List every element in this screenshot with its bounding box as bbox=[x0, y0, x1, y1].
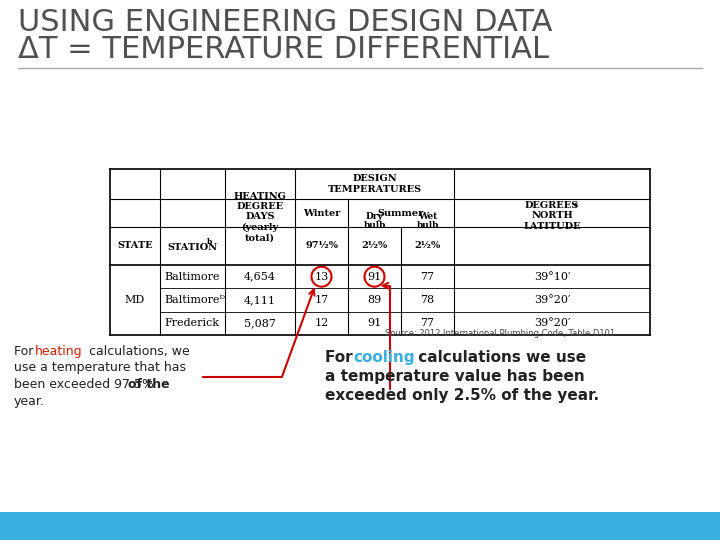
Text: USING ENGINEERING DESIGN DATA: USING ENGINEERING DESIGN DATA bbox=[18, 8, 552, 37]
Text: b: b bbox=[207, 238, 212, 246]
Text: 4,111: 4,111 bbox=[244, 295, 276, 305]
Text: 17: 17 bbox=[315, 295, 328, 305]
Text: DESIGN
TEMPERATURES: DESIGN TEMPERATURES bbox=[328, 174, 422, 194]
Text: a temperature value has been: a temperature value has been bbox=[325, 369, 585, 384]
Text: ΔT = TEMPERATURE DIFFERENTIAL: ΔT = TEMPERATURE DIFFERENTIAL bbox=[18, 35, 549, 64]
Text: 77: 77 bbox=[420, 319, 434, 328]
Text: 4,654: 4,654 bbox=[244, 272, 276, 282]
Text: MD: MD bbox=[125, 295, 145, 305]
Text: 97¹⁄₂%: 97¹⁄₂% bbox=[305, 241, 338, 251]
Text: 77: 77 bbox=[420, 272, 434, 282]
Bar bbox=[0, 512, 720, 540]
Text: exceeded only 2.5% of the year.: exceeded only 2.5% of the year. bbox=[325, 388, 599, 403]
Text: Dry
bulb: Dry bulb bbox=[364, 212, 386, 231]
Text: Winter: Winter bbox=[303, 208, 340, 218]
Text: DEGREES
NORTH
LATITUDE: DEGREES NORTH LATITUDE bbox=[523, 201, 581, 231]
Text: 12: 12 bbox=[315, 319, 328, 328]
Text: For: For bbox=[325, 350, 358, 365]
Text: HEATING
DEGREE
DAYS
(yearly
total): HEATING DEGREE DAYS (yearly total) bbox=[233, 192, 287, 242]
Text: For: For bbox=[14, 345, 37, 358]
Text: use a temperature that has: use a temperature that has bbox=[14, 361, 186, 375]
Text: 39°20′: 39°20′ bbox=[534, 295, 570, 305]
Text: calculations we use: calculations we use bbox=[413, 350, 586, 365]
Text: 91: 91 bbox=[367, 319, 382, 328]
Text: Source: 2012 International Plumbing Code, Table D101: Source: 2012 International Plumbing Code… bbox=[385, 329, 615, 338]
Text: calculations, we: calculations, we bbox=[85, 345, 190, 358]
Text: Frederick: Frederick bbox=[164, 319, 219, 328]
Text: STATION: STATION bbox=[168, 242, 217, 252]
Text: 5,087: 5,087 bbox=[244, 319, 276, 328]
Text: 13: 13 bbox=[315, 272, 328, 282]
Text: Baltimoreᴰ: Baltimoreᴰ bbox=[164, 295, 225, 305]
Text: Baltimore: Baltimore bbox=[164, 272, 220, 282]
Text: Summer: Summer bbox=[378, 208, 424, 218]
Text: 39°10′: 39°10′ bbox=[534, 272, 570, 282]
Text: 78: 78 bbox=[420, 295, 435, 305]
Text: year.: year. bbox=[14, 395, 45, 408]
Text: c: c bbox=[574, 201, 578, 209]
Text: STATE: STATE bbox=[117, 241, 153, 251]
Text: Wet
bulb: Wet bulb bbox=[416, 212, 438, 231]
Text: 2¹⁄₂%: 2¹⁄₂% bbox=[361, 241, 387, 251]
Text: been exceeded 97.5%: been exceeded 97.5% bbox=[14, 378, 158, 391]
Text: 91: 91 bbox=[367, 272, 382, 282]
Text: cooling: cooling bbox=[353, 350, 415, 365]
Text: 39°20′: 39°20′ bbox=[534, 319, 570, 328]
Text: 89: 89 bbox=[367, 295, 382, 305]
Text: heating: heating bbox=[35, 345, 83, 358]
Text: of the: of the bbox=[128, 378, 170, 391]
Text: 2¹⁄₂%: 2¹⁄₂% bbox=[415, 241, 441, 251]
